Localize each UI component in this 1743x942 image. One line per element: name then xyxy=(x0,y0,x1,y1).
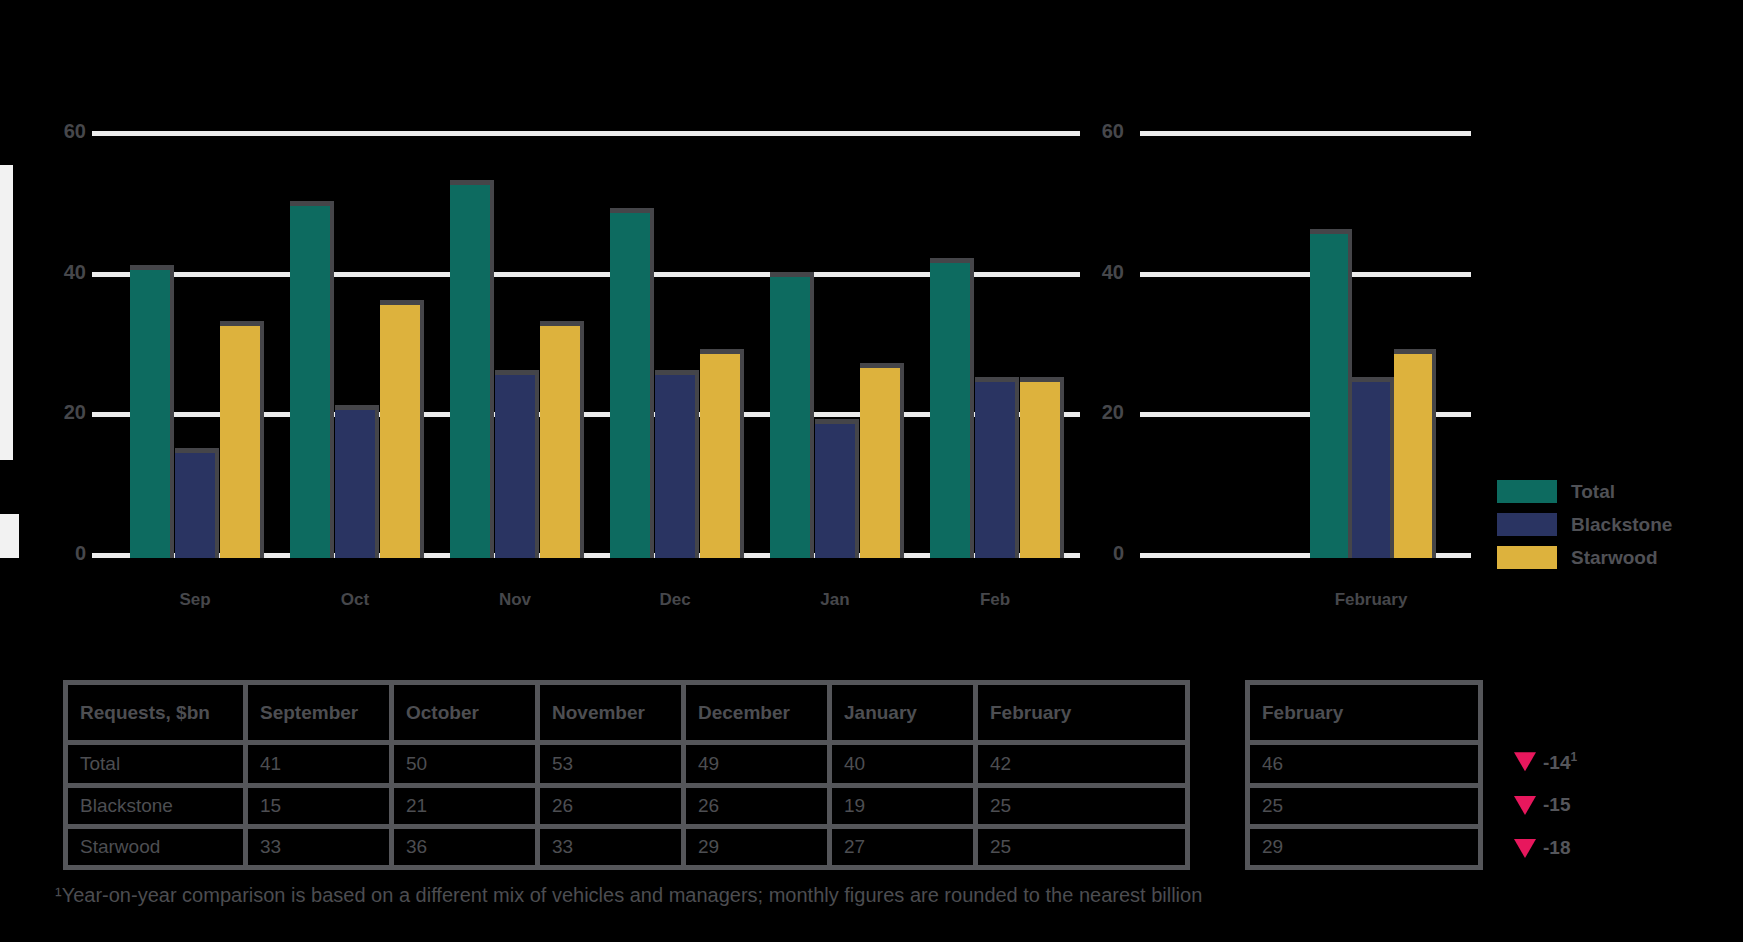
legend-label: Total xyxy=(1571,481,1615,503)
y-axis-tick-label: 60 xyxy=(28,120,86,143)
footnote: ¹Year-on-year comparison is based on a d… xyxy=(55,884,1202,907)
table-header-cell: Requests, $bn xyxy=(68,685,243,740)
bar xyxy=(1352,377,1394,558)
bar xyxy=(495,370,539,558)
table-cell: 42 xyxy=(978,745,1185,783)
gridline xyxy=(1140,131,1471,136)
bar xyxy=(700,349,744,558)
bar xyxy=(770,272,814,558)
legend-swatch xyxy=(1497,480,1557,503)
gridline xyxy=(92,131,1080,136)
table-cell: 21 xyxy=(394,788,535,824)
bar xyxy=(175,448,219,559)
down-arrow-icon xyxy=(1514,796,1536,815)
legend-item: Blackstone xyxy=(1497,513,1672,536)
change-indicator: -141 xyxy=(1514,750,1577,773)
legend-label: Starwood xyxy=(1571,547,1658,569)
change-value: -15 xyxy=(1543,794,1570,816)
table-cell: 26 xyxy=(686,788,827,824)
table-cell: 46 xyxy=(1250,745,1478,783)
bar xyxy=(1020,377,1064,558)
bar xyxy=(335,405,379,558)
table-cell: 53 xyxy=(540,745,681,783)
table-cell: 29 xyxy=(1250,829,1478,865)
chart-canvas: TotalBlackstoneStarwood Requests, $bnSep… xyxy=(0,0,1743,942)
y-axis-tick-label: 0 xyxy=(28,542,86,565)
table-header-cell: February xyxy=(1250,685,1478,740)
x-axis-label: Jan xyxy=(820,590,849,610)
down-arrow-icon xyxy=(1514,752,1536,771)
legend-item: Starwood xyxy=(1497,546,1672,569)
table-header-cell: January xyxy=(832,685,973,740)
change-value: -141 xyxy=(1543,750,1577,773)
latest-month-table: February 46 25 29 xyxy=(1245,680,1483,870)
change-indicator: -15 xyxy=(1514,794,1570,816)
table-cell: 36 xyxy=(394,829,535,865)
bar xyxy=(290,201,334,558)
x-axis-label: Oct xyxy=(341,590,369,610)
bar xyxy=(540,321,584,558)
data-table: Requests, $bnSeptemberOctoberNovemberDec… xyxy=(63,680,1190,870)
table-row-label: Blackstone xyxy=(68,788,243,824)
table-cell: 33 xyxy=(248,829,389,865)
x-axis-label: Sep xyxy=(179,590,210,610)
down-arrow-icon xyxy=(1514,839,1536,858)
table-cell: 41 xyxy=(248,745,389,783)
table-cell: 50 xyxy=(394,745,535,783)
x-axis-label: Feb xyxy=(980,590,1010,610)
y-axis-tick-label: 0 xyxy=(1066,542,1124,565)
gridline xyxy=(1140,272,1471,277)
bar xyxy=(860,363,904,558)
table-cell: 29 xyxy=(686,829,827,865)
legend-label: Blackstone xyxy=(1571,514,1672,536)
bar xyxy=(815,419,859,558)
table-cell: 49 xyxy=(686,745,827,783)
table-row-label: Total xyxy=(68,745,243,783)
left-edge-artifact xyxy=(0,514,19,558)
bar xyxy=(380,300,424,558)
bar xyxy=(220,321,264,558)
table-cell: 19 xyxy=(832,788,973,824)
table-row-label: Starwood xyxy=(68,829,243,865)
y-axis-tick-label: 40 xyxy=(1066,261,1124,284)
bar xyxy=(450,180,494,558)
table-cell: 25 xyxy=(1250,788,1478,824)
table-cell: 25 xyxy=(978,788,1185,824)
table-header-cell: September xyxy=(248,685,389,740)
legend-swatch xyxy=(1497,546,1557,569)
chart-legend: Total Blackstone Starwood xyxy=(1497,480,1672,579)
x-axis-label: Nov xyxy=(499,590,531,610)
table-header-cell: December xyxy=(686,685,827,740)
bar xyxy=(1310,229,1352,558)
table-header-cell: November xyxy=(540,685,681,740)
change-footnote-marker: 1 xyxy=(1570,750,1577,764)
bar xyxy=(610,208,654,558)
bar xyxy=(1394,349,1436,558)
bar xyxy=(655,370,699,558)
bar xyxy=(130,265,174,558)
y-axis-tick-label: 20 xyxy=(28,401,86,424)
bar xyxy=(930,258,974,558)
y-axis-tick-label: 20 xyxy=(1066,401,1124,424)
table-cell: 40 xyxy=(832,745,973,783)
table-header-cell: February xyxy=(978,685,1185,740)
table-cell: 26 xyxy=(540,788,681,824)
y-axis-tick-label: 60 xyxy=(1066,120,1124,143)
table-cell: 27 xyxy=(832,829,973,865)
left-edge-artifact xyxy=(0,165,13,460)
x-axis-label: February xyxy=(1335,590,1408,610)
bar xyxy=(975,377,1019,558)
table-cell: 25 xyxy=(978,829,1185,865)
y-axis-tick-label: 40 xyxy=(28,261,86,284)
legend-item: Total xyxy=(1497,480,1672,503)
table-header-cell: October xyxy=(394,685,535,740)
table-cell: 15 xyxy=(248,788,389,824)
change-value: -18 xyxy=(1543,837,1570,859)
x-axis-label: Dec xyxy=(659,590,690,610)
change-indicator: -18 xyxy=(1514,837,1570,859)
legend-swatch xyxy=(1497,513,1557,536)
table-cell: 33 xyxy=(540,829,681,865)
